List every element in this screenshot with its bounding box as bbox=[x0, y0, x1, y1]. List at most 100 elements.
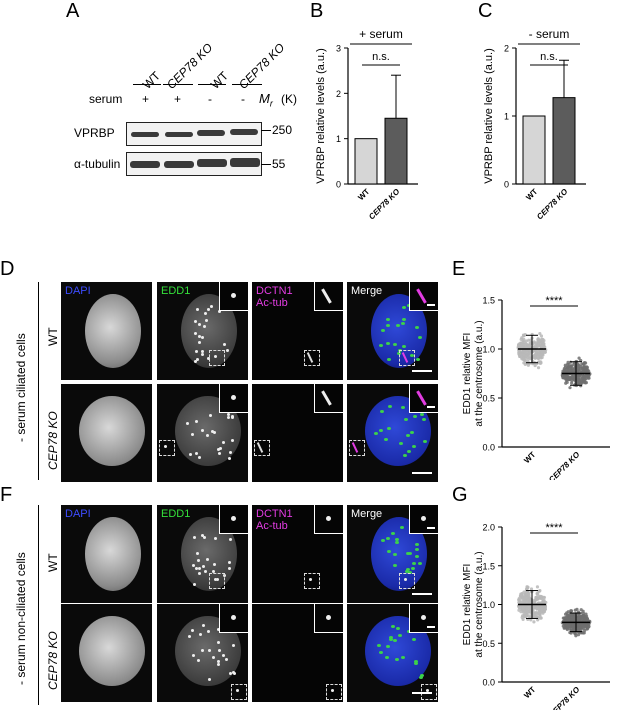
merge-dot bbox=[403, 417, 408, 421]
edd1-dot bbox=[198, 632, 202, 636]
centrosome-signal bbox=[326, 516, 331, 521]
data-point bbox=[523, 333, 527, 337]
centrosome-signal bbox=[231, 615, 236, 620]
data-point bbox=[537, 339, 541, 343]
inset-scale-bar bbox=[427, 406, 435, 408]
band bbox=[197, 130, 225, 136]
data-point bbox=[525, 589, 530, 593]
significance-label: **** bbox=[545, 522, 563, 534]
zoom-inset bbox=[314, 282, 343, 311]
edd1-dot bbox=[195, 357, 199, 361]
edd1-dot bbox=[216, 663, 220, 667]
merge-dot bbox=[407, 571, 412, 575]
roi-box bbox=[231, 684, 247, 700]
data-point bbox=[522, 353, 526, 357]
edd1-dot bbox=[217, 660, 221, 664]
merge-dot bbox=[414, 326, 419, 330]
merge-dot bbox=[420, 674, 425, 678]
data-point bbox=[582, 363, 586, 367]
data-point bbox=[570, 613, 574, 617]
merge-dot bbox=[379, 429, 384, 433]
merge-dot bbox=[380, 538, 385, 542]
inset-scale-bar bbox=[427, 304, 435, 306]
y-tick-label: 3 bbox=[336, 44, 341, 54]
y-tick-label: 0 bbox=[336, 180, 341, 190]
edd1-dot bbox=[217, 451, 221, 455]
centrosome-signal bbox=[421, 615, 426, 620]
edd1-dot bbox=[217, 310, 221, 314]
edd1-dot bbox=[228, 456, 232, 460]
data-point bbox=[543, 607, 547, 611]
data-point bbox=[577, 379, 581, 383]
edd1-dot bbox=[228, 567, 232, 571]
band bbox=[230, 129, 258, 135]
merge-dot bbox=[383, 438, 388, 442]
data-point bbox=[573, 632, 578, 636]
y-tick-label: 0.5 bbox=[482, 639, 495, 649]
data-point bbox=[536, 366, 541, 370]
edd1-dot bbox=[213, 562, 217, 566]
micrograph-tile bbox=[252, 604, 343, 702]
edd1-dot bbox=[206, 356, 210, 360]
merge-dot bbox=[385, 341, 390, 345]
centrosome-signal bbox=[236, 689, 239, 692]
edd1-dot bbox=[212, 655, 216, 659]
band bbox=[131, 132, 159, 137]
group-label-d: - serum ciliated cells bbox=[14, 333, 28, 442]
data-point bbox=[518, 343, 522, 348]
x-tick-label: CEP78 KO bbox=[535, 187, 570, 222]
blot-strip-vprbp bbox=[126, 122, 262, 146]
edd1-dot bbox=[185, 422, 189, 426]
micrograph-tile: DAPI bbox=[61, 505, 152, 603]
actub-label: Ac-tub bbox=[256, 520, 288, 532]
edd1-dot bbox=[191, 629, 194, 633]
data-point bbox=[533, 363, 537, 368]
merge-dot bbox=[396, 352, 401, 355]
band bbox=[165, 132, 193, 137]
data-point bbox=[566, 360, 570, 364]
edd1-dot bbox=[222, 654, 226, 658]
micrograph-tile bbox=[347, 604, 438, 702]
edd1-dot bbox=[193, 359, 197, 363]
bar-1 bbox=[552, 97, 576, 185]
channel-label: EDD1 bbox=[161, 285, 191, 297]
edd1-dot bbox=[201, 352, 205, 356]
dapi-nucleus bbox=[85, 517, 141, 591]
cilium-signal bbox=[416, 390, 427, 406]
edd1-dot bbox=[222, 343, 226, 347]
data-point bbox=[535, 350, 539, 354]
data-point bbox=[526, 363, 530, 367]
roi-box bbox=[254, 440, 270, 456]
data-point bbox=[570, 379, 574, 383]
merge-dot bbox=[395, 537, 400, 541]
data-point bbox=[538, 361, 542, 366]
data-point bbox=[537, 611, 541, 615]
roi-box bbox=[209, 350, 225, 366]
centrosome-signal bbox=[214, 355, 217, 358]
cilium-signal bbox=[321, 390, 332, 406]
merge-dot bbox=[416, 357, 421, 361]
zoom-inset bbox=[409, 604, 438, 633]
merge-dot bbox=[414, 661, 419, 665]
edd1-dot bbox=[226, 412, 230, 416]
data-point bbox=[542, 598, 546, 603]
edd1-dot bbox=[201, 350, 205, 354]
edd1-dot bbox=[232, 671, 236, 675]
merge-dot bbox=[410, 566, 415, 570]
data-point bbox=[533, 356, 537, 360]
merge-dot bbox=[399, 525, 404, 529]
edd1-dot bbox=[205, 318, 208, 322]
data-point bbox=[540, 350, 544, 354]
scale-bar bbox=[412, 692, 432, 694]
data-point bbox=[535, 585, 540, 589]
roi-box bbox=[399, 573, 415, 589]
serum-value-3: - bbox=[208, 92, 212, 106]
edd1-dot bbox=[217, 448, 221, 452]
cilium-signal bbox=[416, 288, 427, 304]
y-axis-label-line1: EDD1 relative MFI bbox=[462, 564, 473, 646]
edd1-dot bbox=[228, 560, 232, 564]
micrograph-tile: DCTN1 Ac-tub bbox=[252, 282, 343, 380]
centrosome-signal bbox=[426, 689, 429, 692]
merge-dot bbox=[401, 321, 406, 325]
zoom-inset bbox=[314, 384, 343, 413]
